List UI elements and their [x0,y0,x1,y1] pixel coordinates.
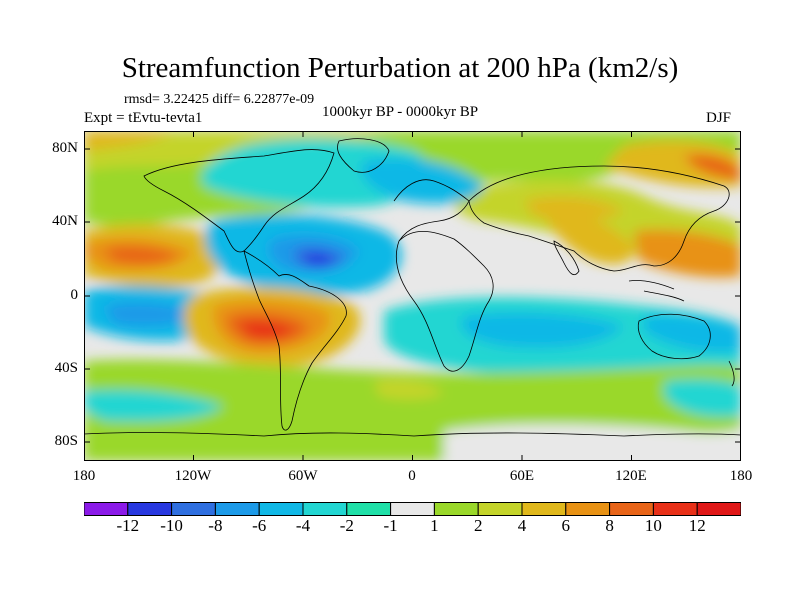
colorbar-box [652,502,698,516]
colorbar-box [346,502,392,516]
colorbar-label: -12 [116,516,140,535]
colorbar-box [696,502,741,516]
colorbar-box [171,502,216,516]
colorbar-label: -8 [208,516,223,535]
colorbar-box [565,502,611,516]
colorbar-box [302,502,348,516]
y-tick-label: 0 [70,287,79,303]
rmsd-diff-stats: rmsd= 3.22425 diff= 6.22877e-09 [124,92,315,107]
contour-fill [84,131,741,461]
colorbar-box [390,502,435,516]
colorbar-box [258,502,304,516]
x-tick-label: 120E [615,468,647,484]
colorbar-label: 10 [644,516,662,535]
y-tick-label: 80S [54,433,78,449]
chart-title: Streamfunction Perturbation at 200 hPa (… [121,52,679,84]
period-label: 1000kyr BP - 0000kyr BP [322,104,479,120]
colorbar-label: -10 [160,516,183,535]
colorbar-label: 1 [430,516,439,535]
colorbar-label: 6 [561,516,571,535]
colorbar-box [477,502,523,516]
y-tick-label: 40S [54,360,78,376]
colorbar-label: -1 [383,516,398,535]
x-tick-label: 60E [509,468,535,484]
colorbar-label: 2 [473,516,483,535]
colorbar [84,502,741,516]
colorbar-label: -4 [295,516,311,535]
colorbar-label: -6 [252,516,267,535]
colorbar-box [127,502,173,516]
x-tick-label: 180 [729,468,753,484]
y-tick-label: 40N [52,213,78,229]
colorbar-label: 12 [688,516,706,535]
x-tick-label: 180 [72,468,96,484]
axis-ticks [84,131,741,461]
y-tick-label: 80N [52,140,78,156]
x-tick-label: 0 [408,468,416,484]
streamfunction-map [84,131,741,461]
x-tick-label: 60W [288,468,318,484]
colorbar-label: -2 [339,516,354,535]
colorbar-label: 4 [517,516,527,535]
colorbar-label: 8 [605,516,614,535]
colorbar-box [433,502,479,516]
colorbar-box [609,502,654,516]
colorbar-box [214,502,260,516]
coastlines [84,138,741,437]
experiment-label: Expt = tEvtu-tevta1 [84,110,203,126]
colorbar-box [521,502,567,516]
colorbar-box [84,502,129,516]
season-label: DJF [706,110,732,126]
x-tick-label: 120W [174,468,212,484]
